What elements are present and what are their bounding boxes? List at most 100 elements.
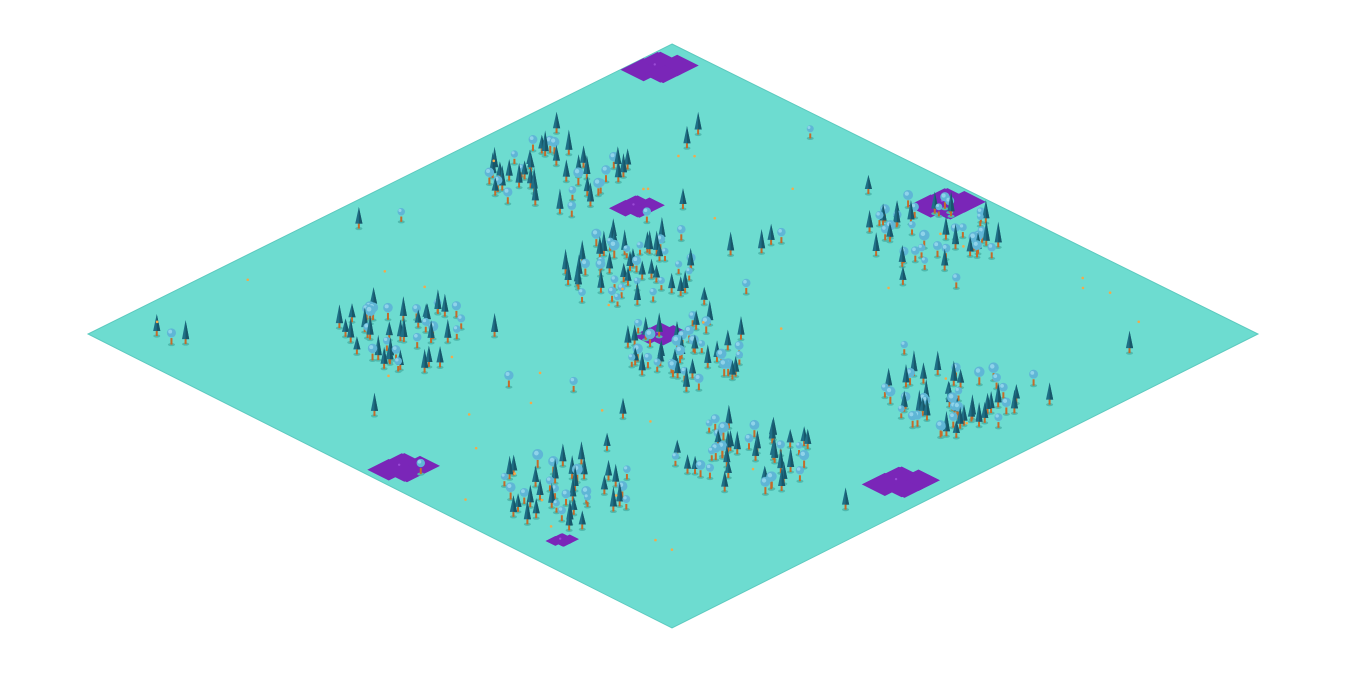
pine-tree[interactable] — [380, 346, 388, 371]
round-tree[interactable] — [701, 316, 712, 336]
pine-tree[interactable] — [728, 360, 737, 382]
pine-tree[interactable] — [975, 402, 983, 429]
round-tree[interactable] — [622, 495, 631, 512]
round-tree[interactable] — [777, 227, 786, 245]
pine-tree[interactable] — [609, 486, 617, 514]
pine-tree[interactable] — [721, 470, 729, 494]
round-tree[interactable] — [972, 240, 982, 260]
pine-tree[interactable] — [682, 367, 691, 394]
pine-tree[interactable] — [786, 447, 795, 474]
round-tree[interactable] — [695, 459, 706, 479]
round-tree[interactable] — [573, 167, 584, 187]
round-tree[interactable] — [661, 247, 669, 263]
pine-tree[interactable] — [751, 440, 760, 463]
pine-tree[interactable] — [505, 159, 513, 183]
pine-tree[interactable] — [942, 216, 950, 242]
pine-tree[interactable] — [604, 459, 613, 483]
round-tree[interactable] — [987, 243, 996, 260]
pine-tree[interactable] — [951, 224, 960, 251]
round-tree[interactable] — [900, 340, 908, 357]
pine-tree[interactable] — [724, 459, 732, 480]
pine-tree[interactable] — [704, 344, 712, 370]
round-tree[interactable] — [593, 177, 604, 198]
pine-tree[interactable] — [673, 357, 682, 380]
round-tree[interactable] — [519, 487, 529, 506]
round-tree[interactable] — [416, 458, 426, 476]
round-tree[interactable] — [607, 286, 617, 304]
round-tree[interactable] — [719, 358, 730, 379]
pine-tree[interactable] — [355, 206, 363, 231]
pine-tree[interactable] — [441, 293, 449, 319]
pine-tree[interactable] — [966, 236, 974, 258]
pine-tree[interactable] — [679, 188, 687, 211]
pine-tree[interactable] — [655, 312, 663, 339]
pine-tree[interactable] — [552, 111, 561, 135]
pine-tree[interactable] — [778, 468, 786, 493]
round-tree[interactable] — [510, 150, 519, 166]
pine-tree[interactable] — [804, 428, 812, 451]
pine-tree[interactable] — [434, 289, 442, 316]
round-tree[interactable] — [569, 376, 578, 394]
pine-tree[interactable] — [865, 209, 874, 234]
pine-tree[interactable] — [600, 230, 608, 258]
pine-tree[interactable] — [947, 191, 955, 218]
pine-tree[interactable] — [668, 272, 676, 295]
round-tree[interactable] — [653, 358, 661, 374]
pine-tree[interactable] — [647, 258, 656, 281]
pine-tree[interactable] — [603, 432, 611, 453]
round-tree[interactable] — [644, 328, 656, 349]
round-tree[interactable] — [671, 452, 680, 468]
pine-tree[interactable] — [841, 487, 850, 512]
pine-tree[interactable] — [1010, 389, 1019, 415]
round-tree[interactable] — [935, 420, 946, 440]
pine-tree[interactable] — [597, 269, 605, 295]
pine-tree[interactable] — [620, 262, 628, 284]
round-tree[interactable] — [394, 357, 403, 374]
pine-tree[interactable] — [952, 419, 960, 440]
pine-tree[interactable] — [341, 318, 350, 339]
pine-tree[interactable] — [724, 329, 732, 352]
pine-tree[interactable] — [624, 266, 632, 288]
pine-tree[interactable] — [612, 463, 620, 489]
round-tree[interactable] — [685, 267, 693, 283]
pine-tree[interactable] — [548, 482, 556, 510]
round-tree[interactable] — [421, 317, 430, 335]
pine-tree[interactable] — [683, 454, 692, 476]
round-tree[interactable] — [674, 345, 686, 365]
pine-tree[interactable] — [335, 304, 343, 330]
round-tree[interactable] — [744, 433, 754, 452]
round-tree[interactable] — [676, 224, 686, 243]
round-tree[interactable] — [911, 246, 920, 264]
round-tree[interactable] — [698, 340, 706, 355]
pine-tree[interactable] — [505, 455, 514, 481]
round-tree[interactable] — [608, 239, 620, 260]
round-tree[interactable] — [500, 472, 509, 488]
round-tree[interactable] — [545, 476, 555, 493]
pine-tree[interactable] — [510, 454, 518, 478]
round-tree[interactable] — [921, 256, 929, 272]
pine-tree[interactable] — [509, 495, 518, 519]
pine-tree[interactable] — [399, 296, 407, 323]
pine-tree[interactable] — [578, 510, 586, 531]
round-tree[interactable] — [735, 351, 744, 367]
pine-tree[interactable] — [681, 270, 689, 295]
round-tree[interactable] — [881, 383, 889, 400]
round-tree[interactable] — [505, 482, 516, 502]
pine-tree[interactable] — [994, 382, 1002, 409]
round-tree[interactable] — [992, 373, 1001, 391]
round-tree[interactable] — [453, 325, 461, 341]
pine-tree[interactable] — [347, 317, 355, 345]
pine-tree[interactable] — [967, 400, 976, 424]
pine-tree[interactable] — [586, 182, 595, 209]
round-tree[interactable] — [974, 366, 985, 387]
pine-tree[interactable] — [994, 221, 1002, 249]
pine-tree[interactable] — [414, 309, 422, 330]
pine-tree[interactable] — [532, 498, 540, 520]
pine-tree[interactable] — [556, 188, 564, 216]
round-tree[interactable] — [952, 273, 961, 290]
round-tree[interactable] — [567, 201, 577, 219]
round-tree[interactable] — [649, 287, 657, 304]
round-tree[interactable] — [628, 353, 636, 369]
round-tree[interactable] — [397, 208, 405, 224]
round-tree[interactable] — [642, 207, 652, 225]
